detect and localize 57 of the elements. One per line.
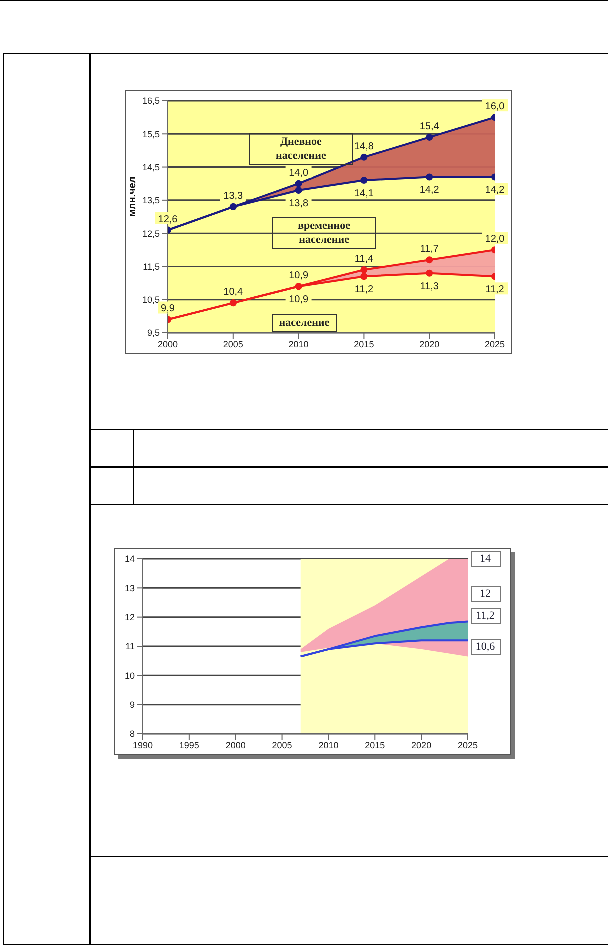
data-label: 10,9 [289,270,309,282]
data-label: 14,8 [354,141,374,152]
data-label: 13,3 [224,191,244,202]
text: 10,6 [470,639,500,656]
data-label: 9,9 [161,304,176,315]
y-tick-label: 13,5 [142,196,160,206]
data-label: 14,2 [485,185,506,196]
data-label: 10,4 [224,287,244,298]
x-tick-label: 2020 [412,740,432,750]
data-label: 11,2 [486,284,505,296]
y-tick-label: 16,5 [142,96,160,106]
y-axis-title: млн.чел [128,176,139,217]
data-label: 11,2 [354,284,374,296]
y-tick-label: 14 [124,554,135,564]
x-tick-label: 2000 [158,339,178,350]
data-label: 14,1 [354,188,374,200]
x-tick-label: 2005 [272,740,292,750]
annotation: временное население [272,216,376,249]
data-label: 11,7 [420,244,440,256]
data-label: 14,0 [289,168,309,179]
data-label: 10,9 [289,294,309,306]
x-tick-label: 1995 [179,740,200,750]
data-label: 11,3 [420,281,440,292]
annotation: население [272,314,337,332]
x-tick-label: 2025 [458,740,478,750]
x-tick-label: 2015 [354,339,374,350]
y-tick-label: 10 [124,670,135,681]
annotation: Дневное население [249,132,354,165]
data-label: 12,0 [485,234,506,246]
y-tick-label: 9,5 [147,328,160,338]
data-label: 15,4 [420,121,440,132]
data-label: 14,2 [420,185,440,196]
y-tick-label: 14,5 [142,162,160,172]
data-label: 16,0 [485,102,506,113]
y-tick-label: 12,5 [142,228,160,239]
x-tick-label: 2025 [484,339,506,350]
y-tick-label: 11 [126,642,135,652]
y-tick-label: 10,5 [142,295,160,306]
x-tick-label: 2010 [288,339,309,350]
y-tick-label: 13 [124,583,135,594]
text: 11,2 [470,608,500,624]
text: 12 [470,586,500,602]
x-tick-label: 2005 [223,339,244,350]
x-tick-label: 2020 [420,339,440,350]
data-label: 11,4 [354,254,374,266]
y-tick-label: 8 [130,729,135,740]
y-tick-label: 12 [124,612,135,623]
x-tick-label: 2000 [226,740,246,750]
data-label: 13,8 [289,198,309,210]
y-tick-label: 11,5 [143,262,160,272]
y-tick-label: 9 [130,700,135,710]
x-tick-label: 2015 [365,740,386,750]
x-tick-label: 2010 [318,740,339,750]
x-tick-label: 1990 [132,740,154,750]
data-label: 12,6 [158,214,178,226]
text: 14 [470,551,500,568]
y-tick-label: 15,5 [142,129,160,140]
